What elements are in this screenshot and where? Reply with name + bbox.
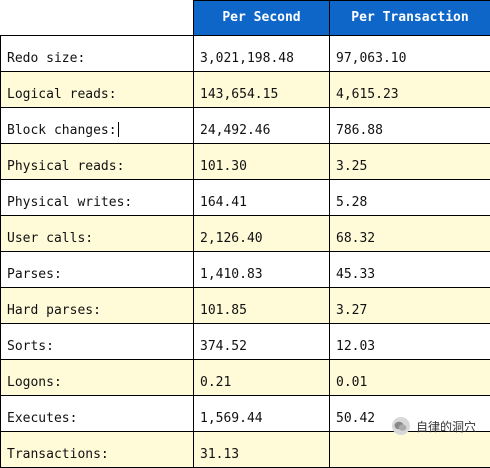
per-second-value: 0.21 (194, 360, 330, 396)
per-transaction-value: 68.32 (330, 216, 490, 252)
table-row: User calls: 2,126.40 68.32 (1, 216, 490, 252)
watermark-text: 自律的洞穴 (416, 418, 476, 435)
table-row: Redo size: 3,021,198.48 97,063.10 (1, 36, 490, 72)
header-row: Per Second Per Transaction (1, 1, 490, 36)
wechat-bubble-icon (392, 417, 410, 435)
metric-label: Logical reads: (1, 72, 194, 108)
per-transaction-value: 4,615.23 (330, 72, 490, 108)
per-transaction-value: 5.28 (330, 180, 490, 216)
per-second-value: 3,021,198.48 (194, 36, 330, 72)
metric-label: Physical writes: (1, 180, 194, 216)
per-transaction-value: 0.01 (330, 360, 490, 396)
per-transaction-value: 45.33 (330, 252, 490, 288)
table-row: Parses: 1,410.83 45.33 (1, 252, 490, 288)
per-transaction-value: 3.25 (330, 144, 490, 180)
per-second-value: 31.13 (194, 432, 330, 468)
metric-label: Transactions: (1, 432, 194, 468)
table-row: Logons: 0.21 0.01 (1, 360, 490, 396)
per-second-value: 374.52 (194, 324, 330, 360)
per-second-value: 2,126.40 (194, 216, 330, 252)
per-second-value: 143,654.15 (194, 72, 330, 108)
load-profile-sheet: Per Second Per Transaction Redo size: 3,… (0, 0, 490, 447)
metric-label: Physical reads: (1, 144, 194, 180)
table-row: Block changes: 24,492.46 786.88 (1, 108, 490, 144)
metric-label: Hard parses: (1, 288, 194, 324)
metric-label: Parses: (1, 252, 194, 288)
per-second-value: 101.30 (194, 144, 330, 180)
per-second-value: 1,410.83 (194, 252, 330, 288)
per-transaction-value: 97,063.10 (330, 36, 490, 72)
per-transaction-value: 3.27 (330, 288, 490, 324)
per-second-header: Per Second (194, 1, 330, 36)
table-row: Transactions: 31.13 (1, 432, 490, 468)
per-transaction-value: 12.03 (330, 324, 490, 360)
per-second-value: 164.41 (194, 180, 330, 216)
table-row: Sorts: 374.52 12.03 (1, 324, 490, 360)
per-second-value: 101.85 (194, 288, 330, 324)
table-row: Physical reads: 101.30 3.25 (1, 144, 490, 180)
per-transaction-value: 786.88 (330, 108, 490, 144)
text-cursor (118, 122, 119, 137)
metric-label: Logons: (1, 360, 194, 396)
metric-label: Redo size: (1, 36, 194, 72)
per-transaction-header: Per Transaction (330, 1, 490, 36)
metric-label: Executes: (1, 396, 194, 432)
metric-label: User calls: (1, 216, 194, 252)
per-second-value: 1,569.44 (194, 396, 330, 432)
per-second-value: 24,492.46 (194, 108, 330, 144)
blank-header-cell (1, 1, 194, 36)
watermark: 自律的洞穴 (392, 417, 476, 435)
metric-label: Sorts: (1, 324, 194, 360)
metric-label-cell[interactable]: Block changes: (1, 108, 194, 144)
table-row: Hard parses: 101.85 3.27 (1, 288, 490, 324)
table-row: Physical writes: 164.41 5.28 (1, 180, 490, 216)
per-transaction-value (330, 432, 490, 468)
metric-label: Block changes: (7, 123, 117, 138)
table-row: Logical reads: 143,654.15 4,615.23 (1, 72, 490, 108)
